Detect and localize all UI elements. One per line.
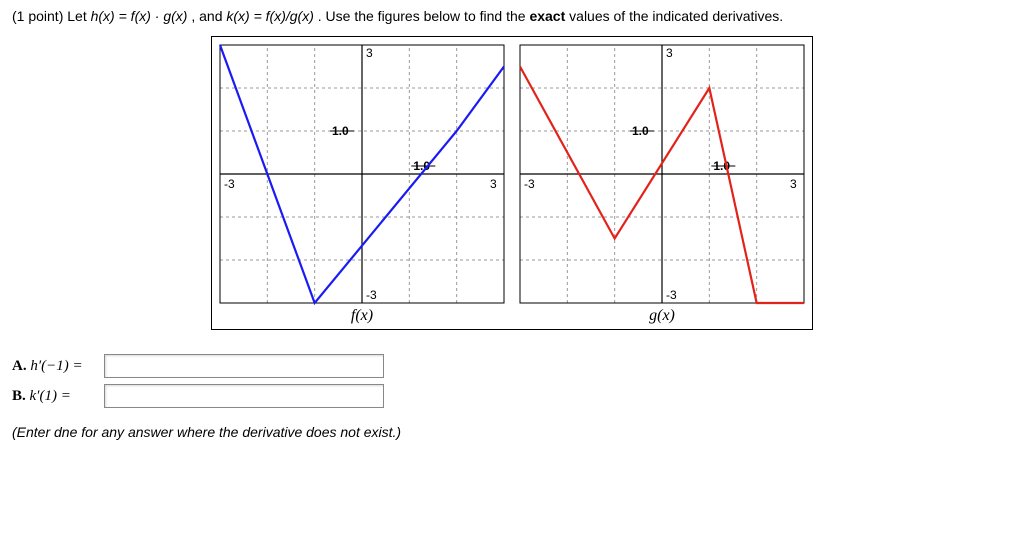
svg-text:3: 3 [490,177,497,191]
sep2: . Use the figures below to find the [318,8,530,24]
question-text: (1 point) Let h(x) = f(x) · g(x) , and k… [12,8,1012,24]
answer-a-input[interactable] [104,354,384,378]
answer-b-row: B. k′(1) = [12,384,1012,408]
answer-a-expr: h′(−1) = [30,358,82,374]
answer-b-label: B. k′(1) = [12,388,104,405]
chart-g-cell: -333-31.01.0 g(x) [512,37,812,329]
footnote: (Enter dne for any answer where the deri… [12,424,1012,440]
charts-container: -333-31.01.0 f(x) -333-31.01.0 g(x) [12,36,1012,330]
svg-text:3: 3 [666,46,673,60]
svg-text:-3: -3 [524,177,535,191]
answer-a-letter: A. [12,358,27,374]
answer-a-row: A. h′(−1) = [12,354,1012,378]
points-prefix: (1 point) Let [12,8,91,24]
sep1: , and [191,8,226,24]
answer-b-letter: B. [12,388,26,404]
answer-a-label: A. h′(−1) = [12,358,104,375]
answer-b-expr: k′(1) = [30,388,71,404]
chart-f: -333-31.01.0 [212,37,512,307]
chart-g-caption: g(x) [512,307,812,329]
answers-block: A. h′(−1) = B. k′(1) = [12,354,1012,408]
svg-text:3: 3 [366,46,373,60]
chart-g: -333-31.01.0 [512,37,812,307]
answer-b-input[interactable] [104,384,384,408]
svg-text:3: 3 [790,177,797,191]
chart-f-cell: -333-31.01.0 f(x) [212,37,512,329]
emph: exact [529,8,565,24]
chart-f-caption: f(x) [212,307,512,329]
h-def: h(x) = f(x) · g(x) [91,8,188,24]
tail: values of the indicated derivatives. [569,8,783,24]
charts-frame: -333-31.01.0 f(x) -333-31.01.0 g(x) [211,36,813,330]
svg-text:-3: -3 [224,177,235,191]
svg-text:-3: -3 [366,288,377,302]
k-def: k(x) = f(x)/g(x) [226,8,314,24]
svg-text:-3: -3 [666,288,677,302]
